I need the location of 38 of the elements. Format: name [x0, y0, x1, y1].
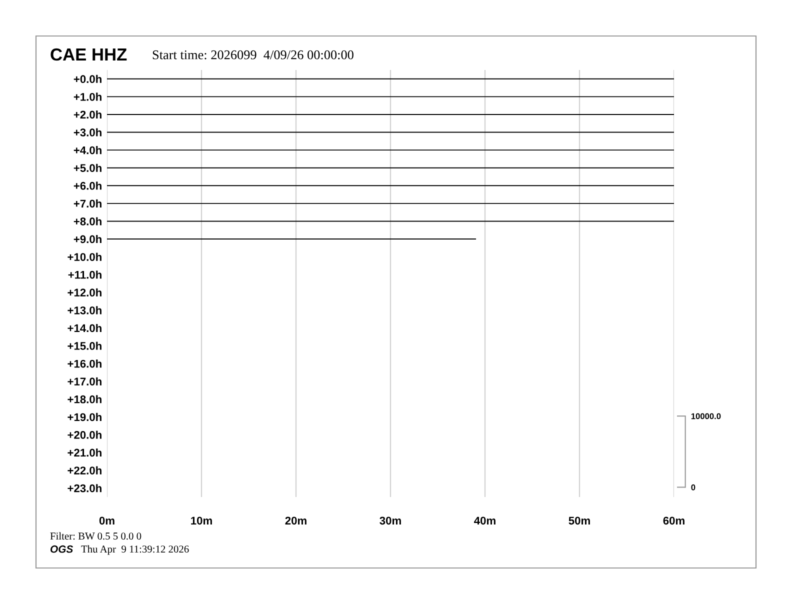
y-tick-label: +23.0h — [68, 484, 102, 492]
x-tick-label: 0m — [99, 516, 114, 525]
y-tick-label: +1.0h — [74, 92, 102, 101]
y-tick-label: +22.0h — [68, 466, 102, 474]
y-tick-label: +16.0h — [68, 360, 102, 368]
y-tick-label: +12.0h — [68, 288, 102, 297]
y-tick-label: +2.0h — [74, 110, 102, 119]
x-tick-label: 10m — [191, 516, 212, 525]
y-tick-label: +7.0h — [74, 199, 102, 208]
x-tick-label: 50m — [568, 516, 590, 525]
x-tick-label: 30m — [380, 516, 401, 525]
y-tick-label: +21.0h — [68, 448, 102, 457]
x-tick-label: 60m — [663, 516, 684, 525]
y-tick-label: +4.0h — [74, 146, 102, 154]
y-tick-label: +9.0h — [74, 234, 102, 244]
y-tick-label: +18.0h — [68, 395, 102, 404]
y-tick-label: +14.0h — [68, 324, 102, 332]
y-tick-label: +15.0h — [68, 342, 102, 350]
text: Thu Apr 9 11:39:12 2026 — [81, 545, 189, 555]
chart-title: CAE HHZ — [50, 48, 127, 61]
y-tick-label: +10.0h — [68, 252, 102, 261]
text: OGS — [50, 545, 74, 553]
y2-tick-label: 0 — [691, 484, 696, 490]
y-tick-label: +3.0h — [74, 128, 102, 136]
text: Filter: BW 0.5 5 0.0 0 — [50, 532, 142, 540]
y2-tick-label: 10000.0 — [691, 413, 721, 420]
chart-subtitle: Start time: 2026099 4/09/26 00:00:00 — [152, 50, 354, 60]
x-tick-label: 40m — [474, 516, 496, 525]
y-tick-label: +5.0h — [74, 164, 102, 172]
y-tick-label: +0.0h — [74, 74, 102, 84]
y-tick-label: +17.0h — [68, 377, 102, 386]
y-tick-label: +8.0h — [74, 217, 102, 226]
y-tick-label: +19.0h — [68, 412, 102, 422]
y-tick-label: +13.0h — [68, 306, 102, 314]
y-tick-label: +11.0h — [68, 270, 102, 279]
x-tick-label: 20m — [285, 516, 306, 525]
y-tick-label: +6.0h — [74, 182, 102, 190]
y-tick-label: +20.0h — [68, 430, 102, 439]
